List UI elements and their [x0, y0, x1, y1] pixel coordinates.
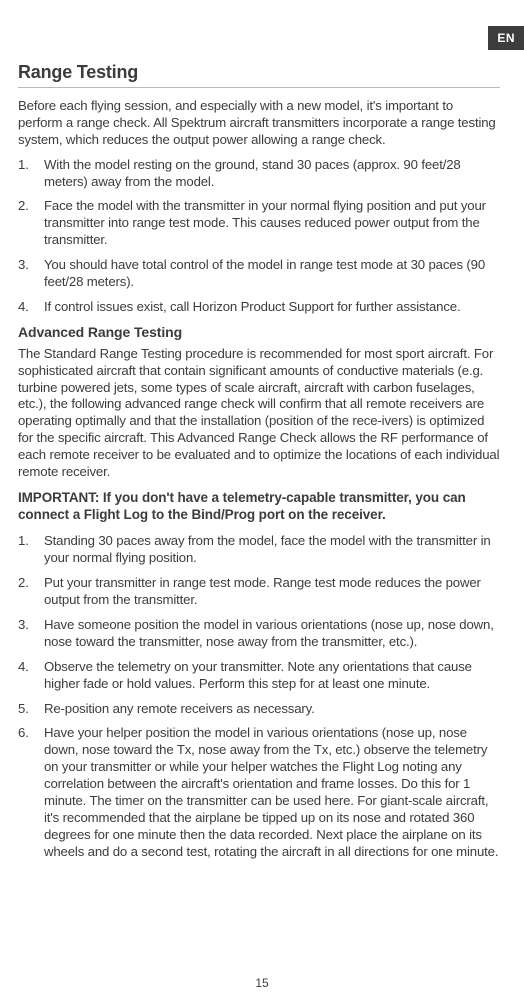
list-item: Standing 30 paces away from the model, f… — [18, 533, 500, 567]
manual-page: EN Range Testing Before each flying sess… — [0, 0, 524, 1004]
advanced-paragraph: The Standard Range Testing procedure is … — [18, 346, 500, 481]
title-rule — [18, 87, 500, 88]
list-item: Have your helper position the model in v… — [18, 725, 500, 860]
range-test-steps: With the model resting on the ground, st… — [18, 157, 500, 316]
language-tab: EN — [488, 26, 524, 50]
step-text: With the model resting on the ground, st… — [44, 157, 500, 191]
step-text: Re-position any remote receivers as nece… — [44, 701, 500, 718]
list-item: Re-position any remote receivers as nece… — [18, 701, 500, 718]
intro-paragraph: Before each flying session, and especial… — [18, 98, 500, 149]
advanced-range-test-steps: Standing 30 paces away from the model, f… — [18, 533, 500, 860]
step-text: Standing 30 paces away from the model, f… — [44, 533, 500, 567]
step-text: You should have total control of the mod… — [44, 257, 500, 291]
step-text: Observe the telemetry on your transmitte… — [44, 659, 500, 693]
list-item: You should have total control of the mod… — [18, 257, 500, 291]
advanced-subhead: Advanced Range Testing — [18, 324, 500, 340]
list-item: With the model resting on the ground, st… — [18, 157, 500, 191]
step-text: If control issues exist, call Horizon Pr… — [44, 299, 500, 316]
step-text: Put your transmitter in range test mode.… — [44, 575, 500, 609]
step-text: Have your helper position the model in v… — [44, 725, 500, 860]
list-item: Observe the telemetry on your transmitte… — [18, 659, 500, 693]
page-number: 15 — [0, 976, 524, 990]
step-text: Face the model with the transmitter in y… — [44, 198, 500, 249]
list-item: Face the model with the transmitter in y… — [18, 198, 500, 249]
important-note: IMPORTANT: If you don't have a telemetry… — [18, 489, 500, 524]
list-item: Put your transmitter in range test mode.… — [18, 575, 500, 609]
step-text: Have someone position the model in vario… — [44, 617, 500, 651]
page-title: Range Testing — [18, 62, 500, 83]
list-item: Have someone position the model in vario… — [18, 617, 500, 651]
list-item: If control issues exist, call Horizon Pr… — [18, 299, 500, 316]
